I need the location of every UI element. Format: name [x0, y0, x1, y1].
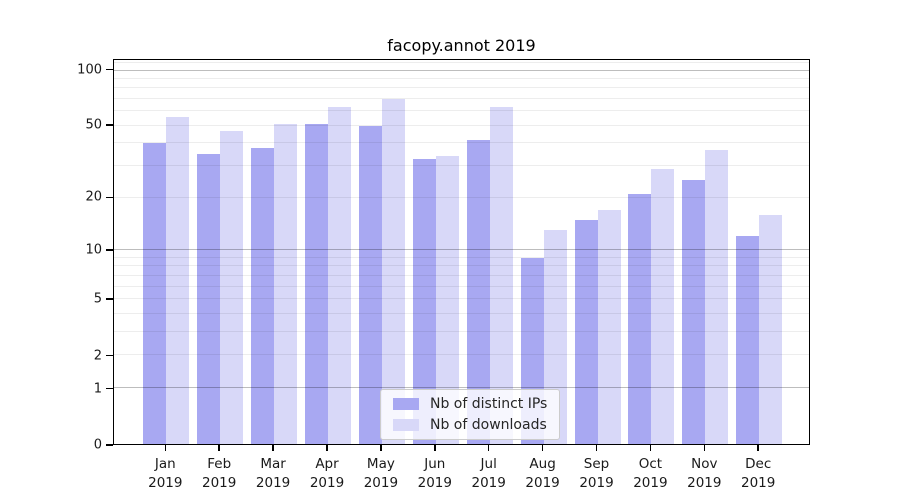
- x-tick-sep: [595, 445, 598, 451]
- y-tick-0: [106, 444, 113, 446]
- bar-ips-jun: [412, 158, 436, 444]
- x-tick-may: [380, 445, 382, 451]
- bar-downloads-jul: [489, 107, 513, 444]
- bar-downloads-feb: [220, 130, 244, 444]
- legend-label-ips: Nb of distinct IPs: [430, 396, 548, 412]
- x-tick-jan: [164, 445, 167, 451]
- x-tick-feb: [218, 445, 220, 451]
- bar-ips-sep: [574, 219, 598, 444]
- x-tick-mar: [272, 445, 274, 451]
- bar-downloads-dec: [759, 214, 783, 444]
- y-tick-5: [106, 298, 113, 300]
- x-tick-label-sep: Sep 2019: [579, 456, 614, 491]
- y-tick-label-2: 2: [93, 348, 102, 364]
- x-tick-label-dec: Dec 2019: [741, 456, 776, 491]
- chart-title: facopy.annot 2019: [387, 36, 536, 55]
- x-tick-label-may: May 2019: [363, 456, 399, 491]
- y-tick-label-20: 20: [85, 189, 102, 205]
- legend-entry-ips: Nb of distinct IPs: [393, 396, 547, 412]
- bar-ips-may: [358, 125, 382, 444]
- bar-downloads-apr: [328, 107, 351, 444]
- y-tick-label-100: 100: [77, 62, 102, 78]
- y-tick-label-0: 0: [93, 437, 102, 453]
- x-tick-label-mar: Mar 2019: [255, 456, 291, 491]
- x-tick-aug: [541, 445, 544, 451]
- y-tick-label-1: 1: [93, 381, 102, 397]
- bar-ips-jan: [143, 143, 167, 444]
- bar-downloads-sep: [597, 210, 621, 444]
- bar-ips-feb: [197, 154, 221, 444]
- bar-downloads-nov: [705, 149, 729, 444]
- x-tick-label-nov: Nov 2019: [687, 456, 722, 491]
- legend: Nb of distinct IPs Nb of downloads: [380, 389, 561, 440]
- y-tick-20: [106, 196, 113, 199]
- x-tick-jun: [434, 445, 436, 451]
- bar-ips-jul: [466, 139, 490, 444]
- bar-downloads-mar: [274, 124, 298, 444]
- x-tick-oct: [649, 445, 652, 451]
- x-tick-label-feb: Feb 2019: [202, 456, 237, 491]
- bar-downloads-jan: [166, 116, 190, 444]
- x-tick-dec: [757, 445, 759, 451]
- x-tick-nov: [703, 445, 706, 451]
- bars-layer: [114, 60, 809, 444]
- x-tick-apr: [326, 445, 328, 451]
- x-tick-label-jul: Jul 2019: [471, 456, 506, 491]
- y-tick-label-5: 5: [93, 291, 102, 307]
- x-tick-label-oct: Oct 2019: [633, 456, 668, 491]
- x-tick-label-jun: Jun 2019: [417, 456, 452, 491]
- legend-entry-downloads: Nb of downloads: [393, 417, 547, 433]
- x-tick-label-apr: Apr 2019: [309, 456, 345, 491]
- bar-ips-dec: [736, 236, 760, 444]
- x-tick-label-jan: Jan 2019: [148, 456, 183, 491]
- plot-area: [113, 59, 810, 445]
- bar-ips-apr: [305, 124, 328, 444]
- legend-swatch-downloads: [393, 419, 419, 431]
- bar-ips-nov: [682, 180, 706, 444]
- y-tick-100: [106, 68, 113, 71]
- bar-downloads-oct: [651, 168, 675, 444]
- bar-ips-oct: [628, 193, 652, 444]
- x-tick-label-aug: Aug 2019: [525, 456, 560, 491]
- bar-downloads-may: [381, 99, 405, 444]
- y-tick-2: [106, 354, 113, 357]
- bar-ips-mar: [251, 147, 275, 444]
- y-tick-10: [106, 249, 113, 251]
- legend-label-downloads: Nb of downloads: [430, 417, 547, 433]
- y-tick-50: [106, 124, 113, 126]
- bar-downloads-jun: [435, 156, 459, 444]
- x-tick-jul: [487, 445, 490, 451]
- y-tick-1: [106, 387, 113, 390]
- y-tick-label-10: 10: [85, 242, 102, 258]
- legend-swatch-ips: [393, 398, 419, 410]
- y-tick-label-50: 50: [85, 117, 102, 133]
